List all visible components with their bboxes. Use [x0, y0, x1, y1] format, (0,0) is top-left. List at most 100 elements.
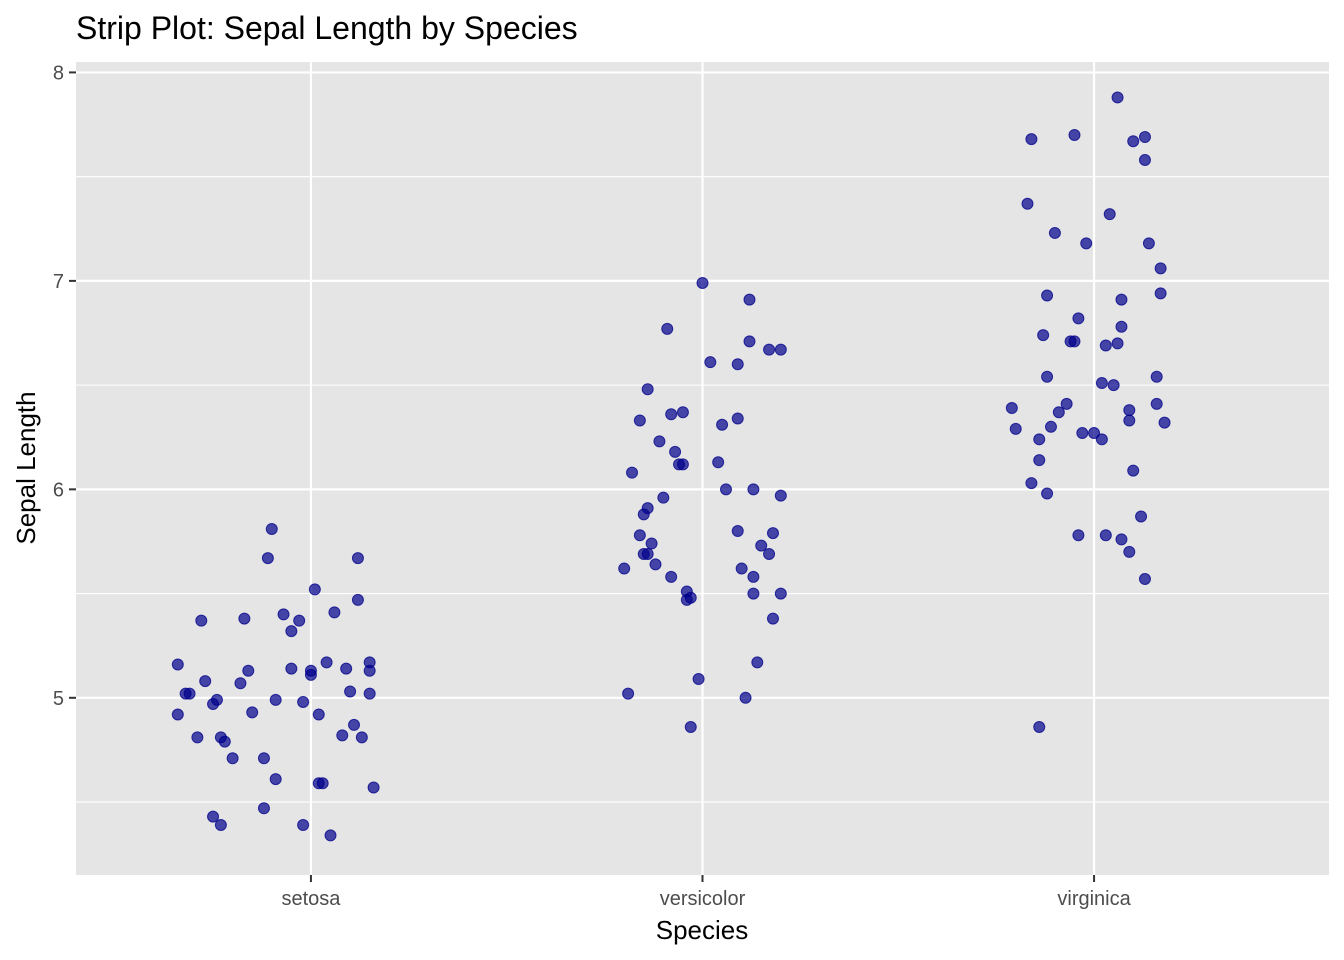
- data-point-virginica: [1099, 529, 1112, 542]
- data-point-setosa: [191, 731, 204, 744]
- y-tick-label: 7: [53, 271, 64, 293]
- gridlines: [76, 62, 1329, 875]
- data-point-versicolor: [763, 547, 776, 560]
- data-point-setosa: [351, 593, 364, 606]
- data-point-versicolor: [731, 525, 744, 538]
- data-point-setosa: [312, 708, 325, 721]
- data-point-versicolor: [747, 570, 760, 583]
- data-point-setosa: [293, 614, 306, 627]
- data-point-versicolor: [676, 458, 689, 471]
- data-point-virginica: [1033, 433, 1046, 446]
- data-point-virginica: [1025, 477, 1038, 490]
- data-point-versicolor: [618, 562, 631, 575]
- data-point-setosa: [183, 687, 196, 700]
- data-point-versicolor: [641, 383, 654, 396]
- data-point-setosa: [297, 695, 310, 708]
- x-tick-label: virginica: [1057, 888, 1131, 910]
- data-point-virginica: [1037, 329, 1050, 342]
- data-point-setosa: [257, 802, 270, 815]
- data-point-virginica: [1103, 208, 1116, 221]
- data-point-versicolor: [692, 673, 705, 686]
- data-point-setosa: [340, 662, 353, 675]
- data-point-versicolor: [684, 720, 697, 733]
- data-point-versicolor: [657, 491, 670, 504]
- data-point-versicolor: [712, 456, 725, 469]
- data-point-setosa: [265, 522, 278, 535]
- data-point-virginica: [1107, 379, 1120, 392]
- data-point-setosa: [328, 606, 341, 619]
- x-tick-label: setosa: [281, 888, 341, 910]
- data-point-setosa: [348, 718, 361, 731]
- data-point-virginica: [1138, 153, 1151, 166]
- data-point-setosa: [226, 752, 239, 765]
- data-point-setosa: [277, 608, 290, 621]
- data-point-setosa: [367, 781, 380, 794]
- data-point-virginica: [1005, 402, 1018, 415]
- data-point-virginica: [1115, 533, 1128, 546]
- data-point-versicolor: [669, 445, 682, 458]
- data-point-setosa: [351, 552, 364, 565]
- data-point-setosa: [297, 818, 310, 831]
- data-point-versicolor: [684, 591, 697, 604]
- chart-title: Strip Plot: Sepal Length by Species: [76, 10, 578, 46]
- y-axis-title: Sepal Length: [11, 391, 41, 544]
- data-point-virginica: [1127, 135, 1140, 148]
- data-point-virginica: [1041, 289, 1054, 302]
- data-point-versicolor: [645, 537, 658, 550]
- data-point-versicolor: [665, 570, 678, 583]
- data-point-virginica: [1052, 406, 1065, 419]
- data-point-virginica: [1115, 320, 1128, 333]
- data-point-setosa: [344, 685, 357, 698]
- data-point-virginica: [1111, 337, 1124, 350]
- data-points: [171, 91, 1171, 842]
- data-point-virginica: [1158, 416, 1171, 429]
- data-point-virginica: [1123, 414, 1136, 427]
- data-point-versicolor: [774, 587, 787, 600]
- data-point-virginica: [1041, 370, 1054, 383]
- data-point-virginica: [1150, 370, 1163, 383]
- data-point-versicolor: [747, 483, 760, 496]
- data-point-setosa: [304, 664, 317, 677]
- data-point-virginica: [1041, 487, 1054, 500]
- data-point-virginica: [1099, 339, 1112, 352]
- data-point-virginica: [1021, 197, 1034, 210]
- data-point-virginica: [1072, 529, 1085, 542]
- data-point-versicolor: [704, 356, 717, 369]
- data-point-versicolor: [731, 358, 744, 371]
- data-point-setosa: [234, 677, 247, 690]
- data-point-virginica: [1138, 131, 1151, 144]
- data-point-versicolor: [774, 343, 787, 356]
- data-point-setosa: [285, 625, 298, 638]
- data-point-setosa: [316, 777, 329, 790]
- x-tick-label: versicolor: [660, 888, 746, 910]
- data-point-virginica: [1111, 91, 1124, 104]
- data-point-versicolor: [641, 502, 654, 515]
- data-point-versicolor: [747, 587, 760, 600]
- data-point-versicolor: [653, 435, 666, 448]
- x-axis-title: Species: [656, 915, 749, 945]
- data-point-setosa: [199, 675, 212, 688]
- data-point-virginica: [1044, 420, 1057, 433]
- data-point-virginica: [1142, 237, 1155, 250]
- data-point-versicolor: [739, 691, 752, 704]
- data-point-versicolor: [665, 408, 678, 421]
- data-point-virginica: [1068, 128, 1081, 141]
- data-point-virginica: [1138, 572, 1151, 585]
- data-point-versicolor: [766, 527, 779, 540]
- data-point-virginica: [1060, 397, 1073, 410]
- data-point-setosa: [207, 810, 220, 823]
- data-point-setosa: [308, 583, 321, 596]
- data-point-versicolor: [743, 293, 756, 306]
- data-point-setosa: [261, 552, 274, 565]
- y-tick-label: 6: [53, 479, 64, 501]
- data-point-setosa: [238, 612, 251, 625]
- data-point-virginica: [1033, 720, 1046, 733]
- data-point-virginica: [1072, 312, 1085, 325]
- data-point-setosa: [195, 614, 208, 627]
- data-point-virginica: [1150, 397, 1163, 410]
- data-point-virginica: [1025, 133, 1038, 146]
- data-point-virginica: [1127, 464, 1140, 477]
- data-point-setosa: [171, 708, 184, 721]
- data-point-setosa: [246, 706, 259, 719]
- data-point-setosa: [320, 656, 333, 669]
